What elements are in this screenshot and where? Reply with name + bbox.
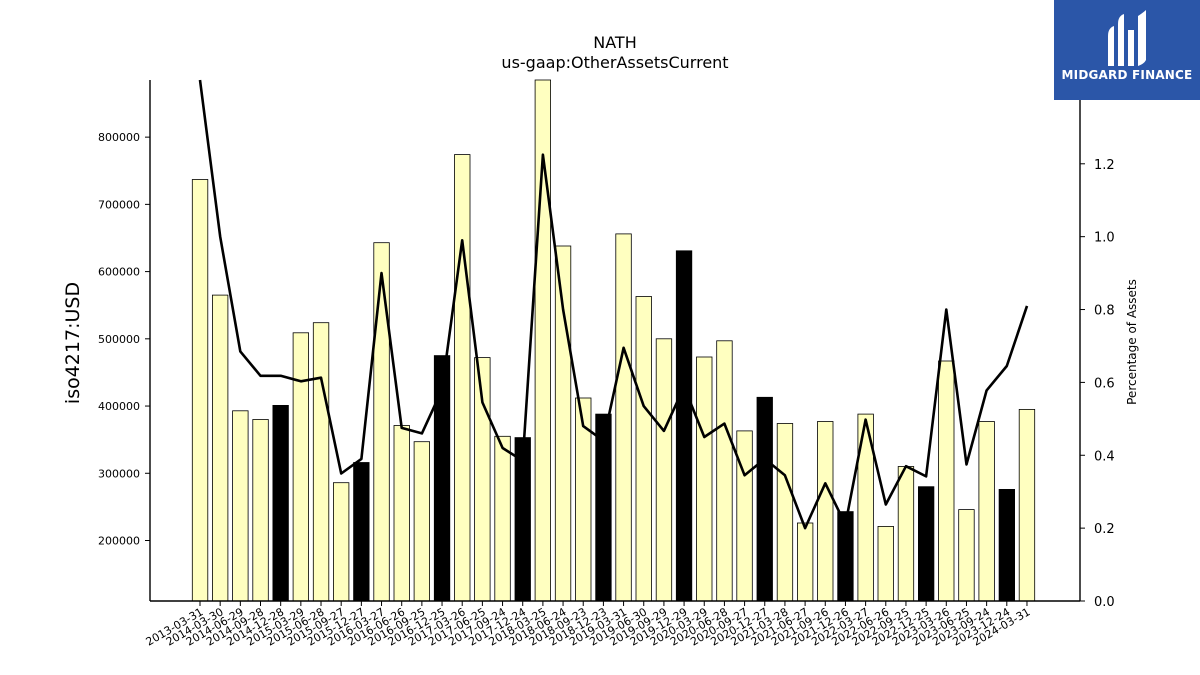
bar-2019-12-29: [675, 250, 693, 602]
y-axis-label: iso4217:USD: [62, 282, 84, 404]
logo-text: MIDGARD FINANCE: [1061, 68, 1193, 82]
bar-2014-06-29: [232, 410, 249, 602]
percentage-line: [198, 79, 1029, 530]
bar-2023-12-24: [998, 488, 1015, 602]
bar-2016-09-25: [413, 441, 431, 602]
bar-2015-03-29: [292, 332, 310, 602]
y-tick-label: 800000: [98, 131, 140, 144]
bar-2020-03-29: [696, 356, 713, 602]
bar-2015-06-28: [312, 322, 330, 602]
y2-axis-label: Percentage of Assets: [1125, 279, 1139, 405]
y2-tick-label: 0.8: [1094, 304, 1115, 319]
y-tick-label: 500000: [98, 333, 140, 346]
y2-tick-label: 1.2: [1094, 158, 1115, 173]
bar-2018-12-23: [595, 413, 612, 602]
y-tick-label: 700000: [98, 198, 140, 211]
bar-2014-03-30: [211, 294, 229, 602]
chart-title: NATH: [593, 33, 636, 52]
midgard-logo-icon: [1108, 10, 1146, 66]
bar-2020-06-28: [716, 340, 733, 602]
bar-2022-06-26: [877, 526, 894, 602]
bar-2020-12-27: [756, 396, 773, 602]
bar-2023-09-24: [978, 421, 995, 602]
y2-tick-label: 0.0: [1094, 595, 1115, 610]
bar-2023-06-25: [958, 509, 975, 602]
y2-tick-label: 0.6: [1094, 376, 1115, 391]
bar-2021-06-27: [797, 522, 814, 602]
bar-2014-09-28: [252, 419, 269, 602]
bar-2017-12-24: [514, 437, 531, 602]
bar-2022-09-25: [897, 466, 915, 602]
bar-2021-03-28: [776, 423, 794, 602]
bar-2016-03-27: [373, 242, 390, 602]
y-tick-label: 400000: [98, 400, 140, 413]
bar-2018-09-23: [575, 397, 592, 602]
chart-subtitle: us-gaap:OtherAssetsCurrent: [501, 53, 728, 72]
y-tick-label: 200000: [98, 534, 140, 547]
bar-2023-03-26: [938, 360, 955, 602]
y2-tick-label: 0.4: [1094, 449, 1115, 464]
bar-2017-03-26: [454, 154, 471, 602]
bar-2024-03-31: [1018, 408, 1036, 602]
bar-2015-12-27: [353, 462, 370, 602]
bar-2020-09-27: [736, 430, 753, 602]
bar-2016-06-26: [393, 425, 410, 602]
y2-tick-label: 0.2: [1094, 522, 1115, 537]
y2-tick-label: 1.0: [1094, 231, 1115, 246]
bar-2015-09-27: [332, 482, 350, 602]
bar-2013-03-31: [191, 179, 209, 602]
bar-2022-12-25: [918, 486, 935, 602]
bar-2014-12-28: [272, 404, 289, 602]
y-tick-label: 600000: [98, 266, 140, 279]
bar-2019-09-29: [655, 338, 673, 602]
bar-2017-09-24: [494, 435, 511, 602]
bar-2019-06-30: [635, 296, 652, 602]
bar-2019-03-31: [615, 233, 632, 602]
midgard-finance-logo: MIDGARD FINANCE: [1054, 0, 1200, 100]
y-tick-label: 300000: [98, 467, 140, 480]
bar-2021-09-26: [817, 421, 834, 602]
